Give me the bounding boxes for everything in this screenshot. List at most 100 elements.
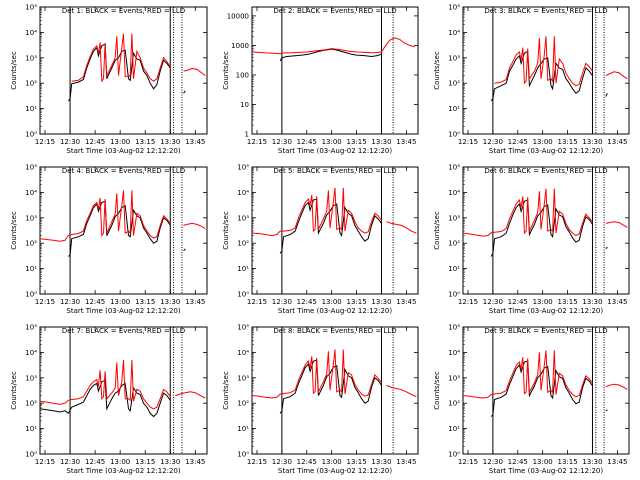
y-tick-label: 10² <box>25 80 37 88</box>
y-tick-label: 10⁵ <box>25 4 37 12</box>
lld-series-line <box>251 37 415 55</box>
chart-title: Det 3: BLACK = Events, RED = LLD <box>484 7 607 15</box>
x-tick-label: 13:15 <box>557 458 577 466</box>
events-series-line <box>490 199 608 257</box>
y-tick-label: 10¹ <box>448 425 460 433</box>
y-tick-label: 10¹ <box>448 265 460 273</box>
chart-title: Det 6: BLACK = Events, RED = LLD <box>484 167 607 175</box>
x-tick-label: 12:30 <box>60 138 80 146</box>
x-axis-label: Start Time (03-Aug-02 12:12:20) <box>278 307 392 315</box>
y-axis-label: Counts/sec <box>10 211 18 250</box>
x-tick-label: 12:30 <box>60 458 80 466</box>
y-tick-label: 10² <box>448 240 460 248</box>
x-tick-label: 12:15 <box>247 458 267 466</box>
y-tick-label: 10⁵ <box>448 4 460 12</box>
x-tick-label: 12:15 <box>247 138 267 146</box>
y-tick-label: 10⁵ <box>25 164 37 172</box>
y-tick-label: 10¹ <box>237 265 249 273</box>
x-axis-label: Start Time (03-Aug-02 12:12:20) <box>489 467 603 475</box>
y-tick-label: 10⁰ <box>25 131 37 139</box>
x-tick-label: 12:45 <box>508 458 528 466</box>
y-axis-label: Counts/sec <box>222 371 230 410</box>
x-axis-label: Start Time (03-Aug-02 12:12:20) <box>66 467 180 475</box>
x-tick-label: 13:45 <box>607 138 627 146</box>
x-tick-label: 12:15 <box>458 458 478 466</box>
y-tick-label: 10¹ <box>448 105 460 113</box>
x-tick-label: 13:30 <box>582 298 602 306</box>
events-series-line <box>279 198 382 254</box>
lld-series-line <box>251 187 417 237</box>
x-tick-label: 13:00 <box>533 138 553 146</box>
y-tick-label: 10 <box>240 101 249 109</box>
x-tick-label: 12:30 <box>272 458 292 466</box>
y-tick-label: 10⁴ <box>25 29 37 37</box>
y-tick-label: 10² <box>448 400 460 408</box>
y-axis-label: Counts/sec <box>222 211 230 250</box>
y-axis-label: Counts/sec <box>10 51 18 90</box>
y-tick-label: 10³ <box>448 374 460 382</box>
y-tick-label: 10⁴ <box>448 349 460 357</box>
chart-title: Det 4: BLACK = Events, RED = LLD <box>62 167 185 175</box>
x-tick-label: 13:30 <box>160 138 180 146</box>
y-tick-label: 10⁵ <box>237 164 249 172</box>
x-tick-label: 12:30 <box>483 138 503 146</box>
lld-series-line <box>251 349 417 399</box>
y-tick-label: 10² <box>448 80 460 88</box>
x-axis-label: Start Time (03-Aug-02 12:12:20) <box>66 147 180 155</box>
y-tick-label: 10³ <box>25 54 37 62</box>
y-tick-label: 10² <box>25 240 37 248</box>
x-tick-label: 12:30 <box>272 138 292 146</box>
y-tick-label: 10² <box>25 400 37 408</box>
events-series-line <box>39 379 171 418</box>
lld-series-line <box>71 33 206 83</box>
x-tick-label: 12:30 <box>60 298 80 306</box>
y-tick-label: 10¹ <box>25 265 37 273</box>
x-tick-label: 12:30 <box>483 458 503 466</box>
y-axis-label: Counts/sec <box>10 371 18 410</box>
x-tick-label: 13:45 <box>185 458 205 466</box>
chart-title: Det 5: BLACK = Events, RED = LLD <box>273 167 396 175</box>
chart-title: Det 7: BLACK = Events, RED = LLD <box>62 327 185 335</box>
lld-series-line <box>462 350 628 399</box>
plot-frame <box>251 166 419 295</box>
lld-series-line <box>39 190 206 242</box>
x-tick-label: 13:30 <box>160 458 180 466</box>
y-tick-label: 10⁵ <box>448 164 460 172</box>
detector-chart-8: Det 8: BLACK = Events, RED = LLD 10⁰ 10¹ 10… <box>222 324 419 475</box>
x-tick-label: 12:45 <box>508 138 528 146</box>
plot-frame <box>462 326 630 455</box>
x-tick-label: 13:15 <box>346 298 366 306</box>
x-tick-label: 13:00 <box>533 458 553 466</box>
x-axis-label: Start Time (03-Aug-02 12:12:20) <box>278 147 392 155</box>
y-tick-label: 10⁴ <box>448 189 460 197</box>
y-tick-label: 10⁰ <box>448 291 460 299</box>
y-tick-label: 10² <box>237 400 249 408</box>
chart-title: Det 9: BLACK = Events, RED = LLD <box>484 327 607 335</box>
y-tick-label: 10² <box>237 240 249 248</box>
y-tick-label: 10⁰ <box>448 451 460 459</box>
x-axis-label: Start Time (03-Aug-02 12:12:20) <box>278 467 392 475</box>
x-tick-label: 13:15 <box>557 138 577 146</box>
y-tick-label: 10³ <box>448 214 460 222</box>
y-tick-label: 10000 <box>227 12 249 20</box>
x-tick-label: 13:15 <box>346 458 366 466</box>
events-series-line <box>279 48 382 62</box>
x-axis-label: Start Time (03-Aug-02 12:12:20) <box>489 147 603 155</box>
y-tick-label: 10⁰ <box>448 131 460 139</box>
x-tick-label: 12:45 <box>85 458 105 466</box>
x-axis-label: Start Time (03-Aug-02 12:12:20) <box>66 307 180 315</box>
y-axis-label: Counts/sec <box>222 51 230 90</box>
x-tick-label: 12:45 <box>508 298 528 306</box>
detector-chart-2: Det 2: BLACK = Events, RED = LLD 1 10 100 10… <box>222 6 419 155</box>
x-tick-label: 13:45 <box>185 298 205 306</box>
detector-chart-4: Det 4: BLACK = Events, RED = LLD 10⁰ 10¹ 10… <box>10 164 208 315</box>
x-tick-label: 13:30 <box>582 138 602 146</box>
x-tick-label: 13:30 <box>371 458 391 466</box>
x-tick-label: 12:45 <box>297 138 317 146</box>
y-tick-label: 10³ <box>25 214 37 222</box>
x-tick-label: 13:45 <box>607 298 627 306</box>
y-tick-label: 10⁰ <box>25 451 37 459</box>
y-tick-label: 10⁵ <box>25 324 37 332</box>
x-tick-label: 12:30 <box>483 298 503 306</box>
x-tick-label: 13:00 <box>322 458 342 466</box>
